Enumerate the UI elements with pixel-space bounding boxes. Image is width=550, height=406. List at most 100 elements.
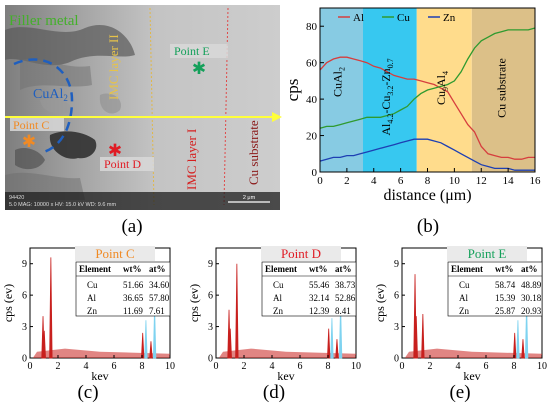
imc2-boundary bbox=[149, 7, 155, 206]
spectrum-background bbox=[218, 348, 356, 358]
x-tick-label: 4 bbox=[371, 175, 377, 187]
table-cell: Al bbox=[273, 293, 282, 303]
x-axis-label: kev bbox=[277, 369, 294, 383]
chart-title-bg bbox=[447, 246, 527, 261]
linescan-arrowhead bbox=[272, 112, 282, 122]
x-tick-label: 12 bbox=[476, 175, 487, 187]
sem-info-line2: 5.0 MAG: 10000 x HV: 15.0 kV WD: 9.6 mm bbox=[9, 202, 117, 208]
table-cell: 11.69 bbox=[123, 306, 143, 316]
table-cell: Cu bbox=[273, 280, 284, 290]
table-cell: 51.66 bbox=[123, 280, 144, 290]
chart-title: Point D bbox=[281, 246, 321, 261]
chart-title-bg bbox=[75, 246, 155, 261]
x-tick-label: 16 bbox=[530, 175, 542, 187]
imc-layer-1-label: IMC layer I bbox=[184, 129, 199, 190]
y-tick-label: 0 bbox=[394, 354, 399, 365]
panel-label-d: (d) bbox=[263, 382, 285, 403]
spectrum-peak bbox=[152, 305, 157, 359]
y-axis-label: cps (ev) bbox=[373, 284, 387, 322]
table-cell: 8.41 bbox=[335, 306, 351, 316]
region-band bbox=[320, 8, 363, 172]
point-e-label: Point E bbox=[174, 44, 210, 58]
x-tick-label: 6 bbox=[398, 175, 404, 187]
spectrum-peak bbox=[49, 257, 53, 359]
sem-info-bar bbox=[5, 192, 280, 210]
y-axis-label: cps (ev) bbox=[187, 284, 201, 322]
point-d-marker: ✱ bbox=[108, 141, 122, 160]
region-label-al4cu3zn: Al4.2-Cu3.2-Zn0.7 bbox=[379, 58, 395, 135]
y-tick-label: 9 bbox=[208, 259, 213, 270]
y-tick-label: 0 bbox=[208, 354, 213, 365]
panel-label-c: (c) bbox=[77, 382, 98, 403]
cu-substrate-label: Cu substrate bbox=[246, 120, 261, 185]
legend-label-cu: Cu bbox=[397, 12, 410, 24]
point-d-label-bg bbox=[100, 157, 154, 171]
table-cell: Zn bbox=[273, 306, 283, 316]
table-cell: 34.60 bbox=[149, 280, 170, 290]
x-axis-label: distance (μm) bbox=[383, 187, 471, 204]
table-cell: 15.39 bbox=[495, 293, 516, 303]
chart-title: Point E bbox=[468, 246, 507, 261]
table-header-cell: at% bbox=[335, 264, 352, 274]
composition-table bbox=[75, 261, 171, 317]
spectrum-background bbox=[404, 348, 542, 358]
eds-chart-point-d: 0 2 4 6 8 10 0 3 6 9 kev cps (ev) Point D Element wt% a… bbox=[187, 246, 361, 383]
table-header-cell: at% bbox=[521, 264, 538, 274]
y-axis-label: cps (ev) bbox=[1, 284, 15, 322]
composition-table bbox=[261, 261, 357, 317]
x-tick-label: 4 bbox=[84, 361, 89, 372]
x-tick-label: 14 bbox=[503, 175, 515, 187]
x-axis-label: kev bbox=[91, 369, 108, 383]
table-cell: 25.87 bbox=[495, 306, 516, 316]
y-tick-label: 9 bbox=[394, 259, 399, 270]
series-line-al bbox=[319, 56, 535, 160]
point-e-label-bg bbox=[170, 44, 228, 58]
spectrum-peak bbox=[513, 332, 517, 359]
chart-title-bg bbox=[261, 246, 341, 261]
spectrum-peak bbox=[335, 339, 339, 359]
table-cell: 36.65 bbox=[123, 293, 144, 303]
x-tick-label: 4 bbox=[456, 361, 461, 372]
region-band bbox=[471, 8, 535, 172]
filler-metal-label: Filler metal bbox=[9, 13, 79, 29]
x-tick-label: 8 bbox=[326, 361, 331, 372]
table-header-cell: wt% bbox=[309, 264, 328, 274]
spectrum-peak bbox=[235, 263, 239, 359]
table-header-cell: Element bbox=[265, 264, 297, 274]
region-band bbox=[363, 8, 417, 172]
table-cell: 55.46 bbox=[309, 280, 330, 290]
table-cell: Cu bbox=[459, 280, 470, 290]
scale-bar-label: 2 μm bbox=[243, 195, 256, 201]
region-label-cu9al4: Cu9Al4 bbox=[434, 71, 450, 105]
spectrum-peak bbox=[141, 332, 145, 359]
y-tick-label: 6 bbox=[208, 291, 213, 302]
table-cell: Zn bbox=[459, 306, 469, 316]
table-header-cell: Element bbox=[79, 264, 111, 274]
spectrum-peak bbox=[144, 320, 148, 359]
table-header-cell: wt% bbox=[495, 264, 514, 274]
x-axis-label: kev bbox=[463, 369, 480, 383]
point-c-label-bg bbox=[10, 118, 64, 131]
chart-title: Point C bbox=[95, 246, 134, 261]
y-tick-label: 3 bbox=[22, 322, 27, 333]
spectrum-peak bbox=[42, 330, 46, 359]
table-cell: 7.61 bbox=[149, 306, 165, 316]
x-tick-label: 0 bbox=[317, 175, 323, 187]
region-label-cual2: CuAl2 bbox=[331, 67, 347, 97]
spectrum-background bbox=[32, 348, 170, 358]
table-cell: Al bbox=[459, 293, 468, 303]
cual2-region-outline bbox=[13, 58, 74, 155]
cual2-label: CuAl2 bbox=[33, 87, 68, 103]
spectrum-peak bbox=[330, 318, 334, 359]
y-tick-label: 0 bbox=[312, 167, 318, 179]
spectrum-peak bbox=[521, 339, 525, 359]
x-tick-label: 6 bbox=[112, 361, 117, 372]
sem-micrograph: Filler metal CuAl2 IMC layer II IMC laye… bbox=[5, 5, 282, 210]
panel-label-b: (b) bbox=[417, 216, 439, 237]
table-cell: Al bbox=[87, 293, 96, 303]
table-cell: 57.80 bbox=[149, 293, 170, 303]
y-axis-label: cps bbox=[283, 79, 302, 102]
composition-table bbox=[447, 261, 543, 317]
table-cell: 52.86 bbox=[335, 293, 356, 303]
table-cell: 20.93 bbox=[521, 306, 542, 316]
